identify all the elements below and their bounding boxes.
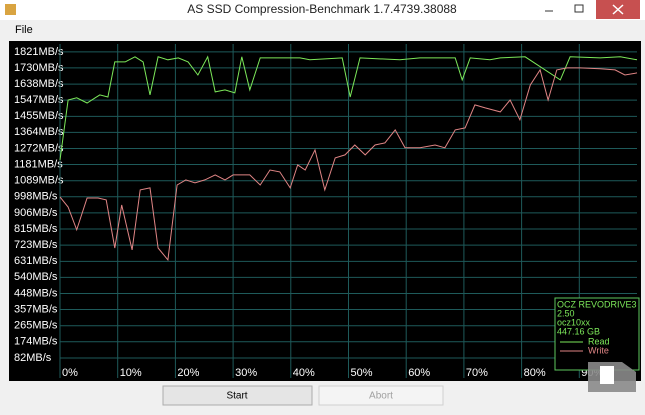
y-tick-label: 448MB/s xyxy=(14,287,58,299)
abort-label[interactable]: Abort xyxy=(369,391,393,402)
y-tick-label: 1730MB/s xyxy=(14,62,64,74)
y-tick-label: 906MB/s xyxy=(14,207,58,219)
y-tick-label: 815MB/s xyxy=(14,223,58,235)
abort-button[interactable] xyxy=(318,385,444,406)
y-tick-label: 631MB/s xyxy=(14,255,58,267)
y-tick-label: 357MB/s xyxy=(14,303,58,315)
y-tick-label: 1181MB/s xyxy=(14,158,63,170)
chart: 1821MB/s 1730MB/s 1638MB/s 1547MB/s 1455MB/s… xyxy=(14,44,640,379)
y-tick-label: 1821MB/s xyxy=(14,46,64,58)
maximize-icon xyxy=(574,4,584,13)
start-button[interactable] xyxy=(162,385,313,406)
y-tick-label: 265MB/s xyxy=(14,320,58,332)
y-tick-label: 998MB/s xyxy=(14,191,58,203)
x-tick-label: 40% xyxy=(293,367,315,379)
close-icon xyxy=(612,4,624,15)
y-tick-label: 1272MB/s xyxy=(14,142,64,154)
maximize-button[interactable] xyxy=(565,0,593,19)
y-tick-label: 1547MB/s xyxy=(14,94,64,106)
legend-label: Write xyxy=(588,345,609,355)
app-icon xyxy=(5,4,16,15)
legend-info: ocz10xx xyxy=(557,317,591,327)
series-line xyxy=(59,55,638,161)
y-tick-label: 174MB/s xyxy=(14,336,58,348)
menu-file[interactable]: File xyxy=(15,24,33,36)
series-line xyxy=(59,67,638,262)
legend-box xyxy=(554,297,640,371)
title-bar xyxy=(0,0,645,20)
y-tick-label: 723MB/s xyxy=(14,239,58,251)
y-tick-label: 540MB/s xyxy=(14,271,58,283)
legend-info: OCZ REVODRIVE3 xyxy=(557,299,637,309)
x-tick-label: 80% xyxy=(524,367,546,379)
x-tick-label: 20% xyxy=(177,367,199,379)
window-title: AS SSD Compression-Benchmark 1.7.4739.38… xyxy=(187,2,457,16)
chart-area xyxy=(9,41,641,381)
legend-info: 2.50 xyxy=(557,308,575,318)
minimize-button[interactable] xyxy=(535,0,563,19)
start-label[interactable]: Start xyxy=(226,391,247,402)
y-tick-label: 1638MB/s xyxy=(14,78,64,90)
x-tick-label: 60% xyxy=(408,367,430,379)
x-tick-label: 30% xyxy=(235,367,257,379)
x-tick-label: 50% xyxy=(351,367,373,379)
legend-label: Read xyxy=(588,336,610,346)
legend-info: 447.16 GB xyxy=(557,326,600,336)
y-tick-label: 1364MB/s xyxy=(14,126,64,138)
watermark-mark xyxy=(600,366,614,384)
y-tick-label: 82MB/s xyxy=(14,352,52,364)
y-tick-label: 1455MB/s xyxy=(14,110,64,122)
y-tick-label: 1089MB/s xyxy=(14,175,64,187)
x-tick-label: 10% xyxy=(120,367,142,379)
x-tick-label: 70% xyxy=(466,367,488,379)
x-tick-label: 0% xyxy=(62,367,78,379)
